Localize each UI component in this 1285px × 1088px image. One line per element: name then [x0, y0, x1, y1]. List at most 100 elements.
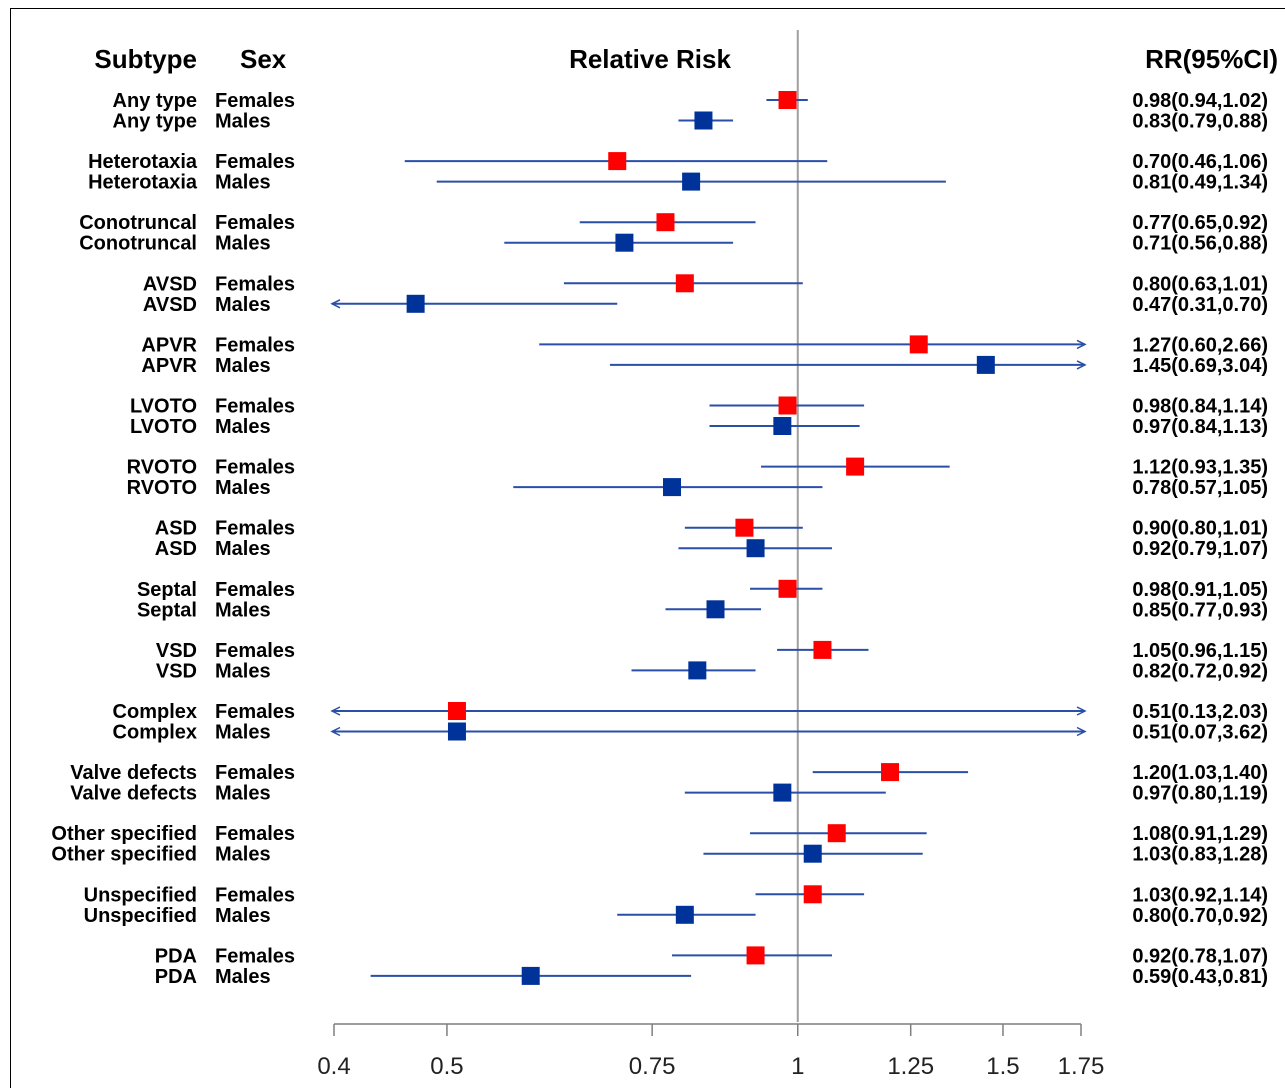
rr-ci-value: 0.98(0.91,1.05) [1132, 579, 1268, 601]
x-tick-label: 0.5 [430, 1053, 463, 1080]
male-point-marker [521, 966, 540, 985]
male-point-marker [688, 661, 707, 680]
sex-label: Females [215, 334, 295, 356]
male-point-marker [615, 233, 634, 252]
sex-label: Females [215, 212, 295, 234]
rr-ci-value: 0.81(0.49,1.34) [1132, 172, 1268, 194]
rr-ci-value: 0.83(0.79,0.88) [1132, 111, 1268, 133]
forest-row-lvoto-males: LVOTO Males 0.97(0.84,1.13) [130, 416, 1268, 438]
subtype-label: APVR [141, 355, 197, 377]
female-point-marker [813, 640, 832, 659]
header-rr-ci: RR(95%CI) [1145, 44, 1278, 74]
sex-label: Females [215, 884, 295, 906]
forest-row-septal-females: Septal Females 0.98(0.91,1.05) [137, 579, 1268, 601]
forest-row-rvoto-males: RVOTO Males 0.78(0.57,1.05) [127, 477, 1268, 499]
forest-row-other-specified-females: Other specified Females 1.08(0.91,1.29) [51, 823, 1268, 845]
forest-row-avsd-males: AVSD Males 0.47(0.31,0.70) [143, 294, 1268, 316]
subtype-label: Heterotaxia [88, 151, 198, 173]
rr-ci-value: 0.92(0.79,1.07) [1132, 538, 1268, 560]
subtype-label: Unspecified [84, 884, 197, 906]
ci-arrow-right [1076, 726, 1087, 737]
subtype-label: Valve defects [70, 783, 197, 805]
female-point-marker [746, 946, 765, 965]
rr-ci-value: 0.85(0.77,0.93) [1132, 599, 1268, 621]
sex-label: Males [215, 233, 271, 255]
rr-ci-value: 0.97(0.80,1.19) [1132, 783, 1268, 805]
sex-label: Females [215, 640, 295, 662]
sex-label: Males [215, 660, 271, 682]
rr-ci-value: 0.78(0.57,1.05) [1132, 477, 1268, 499]
female-point-marker [846, 457, 865, 476]
rr-ci-value: 0.98(0.84,1.14) [1132, 396, 1268, 418]
male-point-marker [773, 417, 792, 435]
sex-label: Females [215, 945, 295, 967]
subtype-label: AVSD [143, 273, 197, 295]
subtype-label: Conotruncal [79, 212, 197, 234]
female-point-marker [778, 579, 797, 598]
female-point-marker [803, 885, 822, 904]
male-point-marker [694, 111, 713, 130]
forest-row-apvr-males: APVR Males 1.45(0.69,3.04) [141, 355, 1268, 377]
subtype-label: ASD [155, 518, 197, 540]
female-point-marker [778, 91, 797, 109]
male-point-marker [976, 355, 995, 374]
forest-row-complex-males: Complex Males 0.51(0.07,3.62) [113, 722, 1268, 744]
male-point-marker [746, 539, 765, 558]
forest-row-vsd-females: VSD Females 1.05(0.96,1.15) [156, 640, 1268, 662]
ci-arrow-left [330, 299, 341, 309]
forest-row-vsd-males: VSD Males 0.82(0.72,0.92) [156, 660, 1268, 682]
ci-arrow-right [1076, 360, 1087, 370]
sex-label: Males [215, 172, 271, 194]
subtype-label: Complex [113, 722, 197, 744]
female-point-marker [447, 702, 466, 720]
rr-ci-value: 0.47(0.31,0.70) [1132, 294, 1268, 316]
x-tick-label: 1.75 [1058, 1053, 1105, 1080]
forest-row-heterotaxia-males: Heterotaxia Males 0.81(0.49,1.34) [88, 172, 1268, 194]
forest-row-apvr-females: APVR Females 1.27(0.60,2.66) [141, 334, 1268, 356]
header-relative-risk: Relative Risk [569, 44, 731, 74]
male-point-marker [663, 478, 682, 497]
subtype-label: Any type [113, 90, 197, 112]
rr-ci-value: 0.98(0.94,1.02) [1132, 90, 1268, 112]
forest-row-asd-females: ASD Females 0.90(0.80,1.01) [155, 518, 1268, 540]
rr-ci-value: 1.03(0.92,1.14) [1132, 884, 1268, 906]
rr-ci-value: 0.51(0.07,3.62) [1132, 722, 1268, 744]
rr-ci-value: 1.08(0.91,1.29) [1132, 823, 1268, 845]
sex-label: Females [215, 90, 295, 112]
subtype-label: LVOTO [130, 396, 197, 418]
sex-label: Males [215, 355, 271, 377]
female-point-marker [827, 824, 846, 843]
subtype-label: Other specified [51, 823, 197, 845]
subtype-label: Valve defects [70, 762, 197, 784]
sex-label: Females [215, 518, 295, 540]
male-point-marker [406, 294, 425, 313]
subtype-label: RVOTO [127, 457, 197, 479]
subtype-label: Unspecified [84, 905, 197, 927]
forest-row-complex-females: Complex Females 0.51(0.13,2.03) [113, 701, 1268, 723]
male-point-marker [682, 172, 701, 191]
x-tick-label: 1.25 [887, 1053, 934, 1080]
ci-arrow-left [330, 706, 341, 716]
forest-row-avsd-females: AVSD Females 0.80(0.63,1.01) [143, 273, 1268, 295]
female-point-marker [608, 152, 627, 171]
subtype-label: LVOTO [130, 416, 197, 438]
x-tick-label: 0.75 [629, 1053, 676, 1080]
ci-arrow-left [330, 726, 341, 737]
forest-row-rvoto-females: RVOTO Females 1.12(0.93,1.35) [127, 457, 1268, 479]
male-point-marker [675, 905, 694, 924]
rr-ci-value: 0.51(0.13,2.03) [1132, 701, 1268, 723]
female-point-marker [735, 518, 754, 537]
subtype-label: APVR [141, 334, 197, 356]
x-axis: 0.4 0.5 0.75 1 1.25 1.5 1.75 [317, 1023, 1105, 1080]
sex-label: Females [215, 823, 295, 845]
rr-ci-value: 1.20(1.03,1.40) [1132, 762, 1268, 784]
sex-label: Males [215, 966, 271, 988]
ci-arrow-right [1076, 339, 1087, 350]
rr-ci-value: 0.80(0.70,0.92) [1132, 905, 1268, 927]
rr-ci-value: 0.59(0.43,0.81) [1132, 966, 1268, 988]
subtype-label: Heterotaxia [88, 172, 198, 194]
rr-ci-value: 0.82(0.72,0.92) [1132, 660, 1268, 682]
subtype-label: Complex [113, 701, 197, 723]
forest-row-any-type-males: Any type Males 0.83(0.79,0.88) [113, 111, 1268, 133]
